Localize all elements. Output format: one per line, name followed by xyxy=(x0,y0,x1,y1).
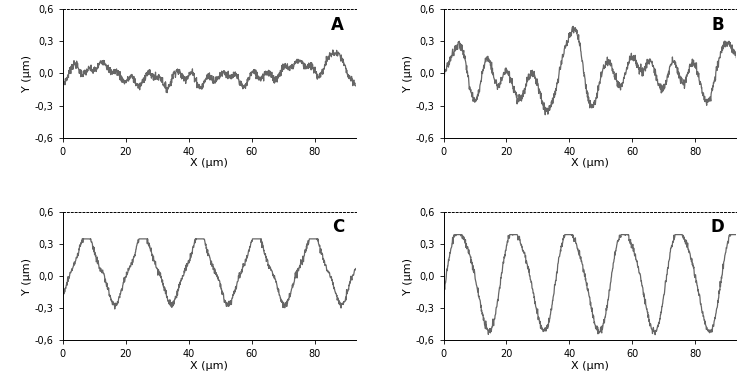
Text: D: D xyxy=(711,218,724,236)
X-axis label: X (μm): X (μm) xyxy=(571,158,609,168)
Text: A: A xyxy=(331,16,344,34)
X-axis label: X (μm): X (μm) xyxy=(190,361,228,371)
Y-axis label: Y (μm): Y (μm) xyxy=(22,55,33,92)
Y-axis label: Y (μm): Y (μm) xyxy=(403,258,413,295)
Text: B: B xyxy=(712,16,724,34)
X-axis label: X (μm): X (μm) xyxy=(190,158,228,168)
Text: C: C xyxy=(332,218,344,236)
X-axis label: X (μm): X (μm) xyxy=(571,361,609,371)
Y-axis label: Y (μm): Y (μm) xyxy=(22,258,33,295)
Y-axis label: Y (μm): Y (μm) xyxy=(403,55,413,92)
